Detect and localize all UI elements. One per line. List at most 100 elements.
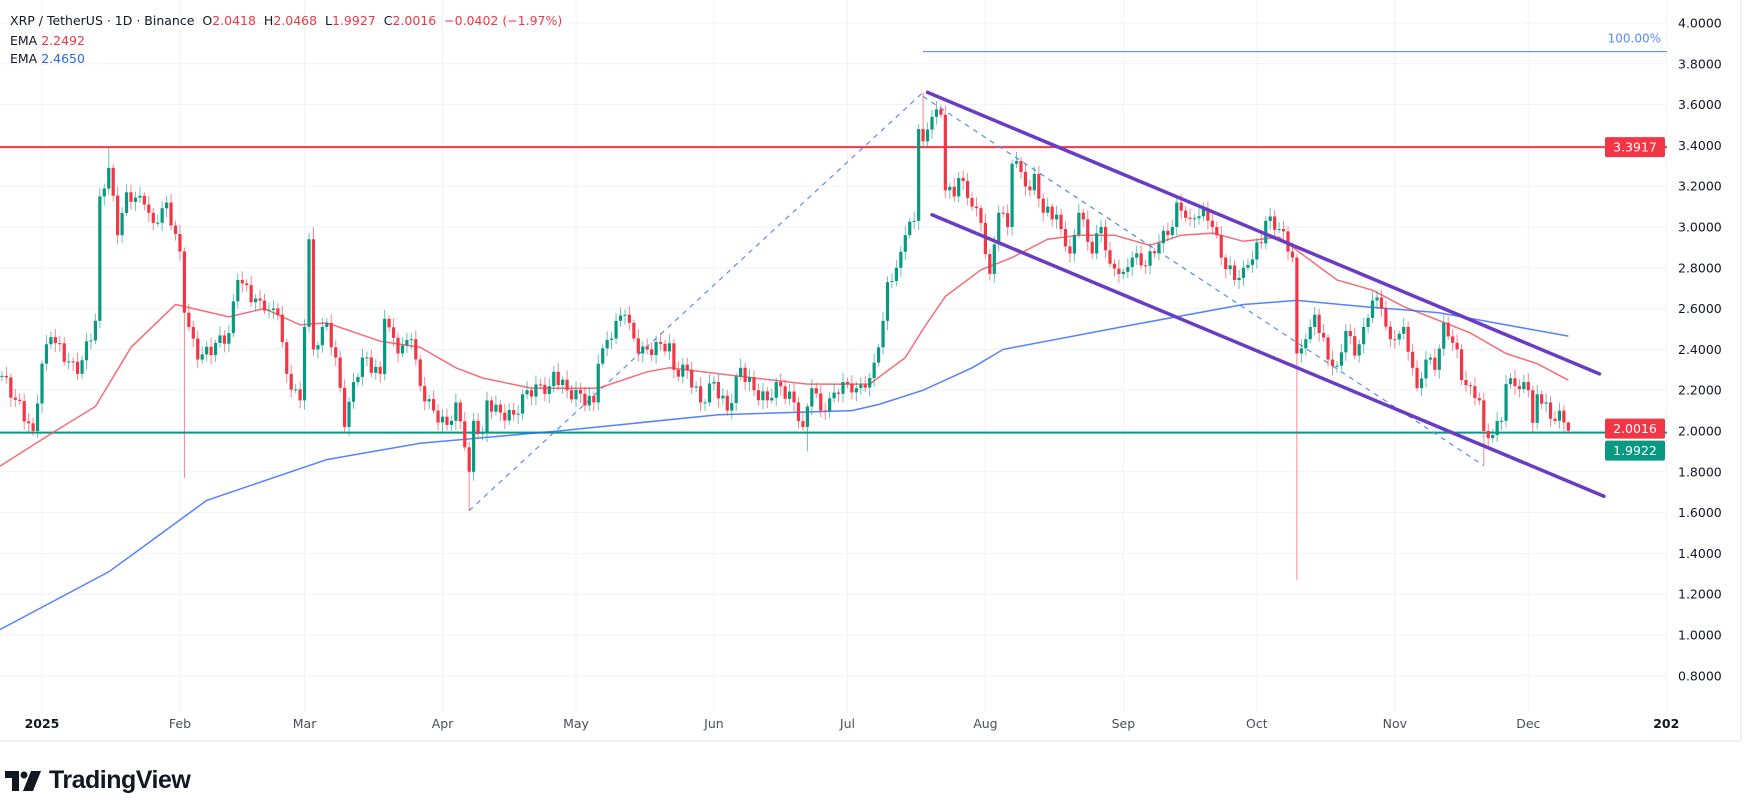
candle <box>485 391 489 443</box>
candle-body <box>596 363 600 403</box>
candle-body <box>1397 333 1401 340</box>
candle <box>343 379 347 434</box>
candle <box>730 394 734 420</box>
candle <box>151 207 155 231</box>
candle-body <box>721 395 725 399</box>
candle <box>725 389 729 416</box>
ema-legend-slow[interactable]: EMA 2.4650 <box>10 50 85 67</box>
candle <box>347 397 351 437</box>
ema-value: 2.4650 <box>41 51 85 66</box>
candle-body <box>810 388 814 407</box>
candle <box>316 341 320 359</box>
candle <box>1504 374 1508 428</box>
open-label: O <box>202 13 213 28</box>
candle-body <box>1548 402 1553 419</box>
candle <box>1121 268 1125 280</box>
candle <box>1046 197 1050 217</box>
candle <box>1419 371 1424 397</box>
time-axis-tick-label: Nov <box>1383 716 1408 731</box>
candle-body <box>988 254 992 274</box>
candle-body <box>547 386 551 395</box>
candle-body <box>650 349 654 356</box>
candle <box>258 289 262 309</box>
price-axis-tick-label: 4.0000 <box>1678 16 1722 31</box>
candle <box>178 224 182 261</box>
candle-body <box>1206 208 1210 221</box>
candle <box>712 376 716 391</box>
candle-body <box>779 382 783 387</box>
candle <box>298 381 302 409</box>
candle-body <box>925 129 930 142</box>
price-axis-tick-label: 3.8000 <box>1678 56 1722 71</box>
candle <box>1259 233 1263 249</box>
candle <box>574 381 578 407</box>
candle-body <box>89 340 93 342</box>
candle-body <box>894 267 898 282</box>
candle <box>289 364 293 398</box>
candle <box>699 377 703 412</box>
candle <box>396 332 400 362</box>
candle-body <box>1406 326 1410 352</box>
candle <box>1068 238 1072 263</box>
candle-body <box>1161 230 1165 244</box>
candle <box>262 293 267 315</box>
candle-body <box>1428 357 1432 360</box>
candle-body <box>156 222 160 224</box>
candle-body <box>325 322 329 327</box>
candle-body <box>912 220 916 222</box>
candle <box>743 362 747 390</box>
candle <box>463 412 467 451</box>
candle <box>84 332 89 370</box>
candle <box>271 300 275 320</box>
candle-body <box>1028 186 1032 191</box>
candle-body <box>356 376 360 383</box>
candle-body <box>129 192 133 202</box>
candle-body <box>1139 253 1143 266</box>
candle-body <box>320 326 324 346</box>
candle <box>703 398 707 411</box>
candle-body <box>1126 266 1130 272</box>
candle <box>351 372 356 409</box>
candle <box>1250 250 1254 273</box>
candle-body <box>1192 218 1197 220</box>
candle <box>921 92 925 148</box>
candle <box>1219 226 1223 266</box>
candle <box>1135 245 1139 265</box>
candle <box>1041 193 1045 222</box>
tradingview-logo[interactable]: TradingView <box>5 766 191 795</box>
time-axis-tick-label: Jul <box>839 716 855 731</box>
ema-legend-fast[interactable]: EMA 2.2492 <box>10 32 85 49</box>
candle <box>182 247 186 478</box>
candle <box>129 184 133 210</box>
candle <box>280 305 284 348</box>
candle-body <box>583 393 587 406</box>
candle <box>209 337 213 365</box>
candle <box>859 377 863 395</box>
candle <box>917 124 921 230</box>
candle <box>169 193 173 231</box>
candle <box>1348 324 1352 345</box>
candle-body <box>739 367 743 377</box>
candle <box>423 376 427 411</box>
candle-body <box>1250 259 1254 265</box>
candle <box>338 350 342 393</box>
candle-body <box>774 382 778 398</box>
candle <box>22 393 26 430</box>
candle-body <box>859 384 863 389</box>
candle <box>1473 377 1477 406</box>
candle <box>992 236 996 284</box>
candle-body <box>538 384 542 386</box>
candle-body <box>494 404 498 412</box>
candle <box>311 227 316 356</box>
price-chart[interactable]: 100.00% 4.0000 3.8000 3.6000 3.4000 3.2000 3.0… <box>0 0 1742 742</box>
candle-body <box>405 340 409 346</box>
time-axis-tick-label: Sep <box>1112 716 1136 731</box>
candle <box>1019 156 1023 179</box>
candle-body <box>890 281 894 283</box>
candle-body <box>1046 206 1050 213</box>
candle <box>476 413 480 440</box>
candle <box>1001 206 1005 218</box>
candle <box>507 403 511 426</box>
candle-body <box>1290 251 1295 258</box>
candle-body <box>690 369 694 388</box>
